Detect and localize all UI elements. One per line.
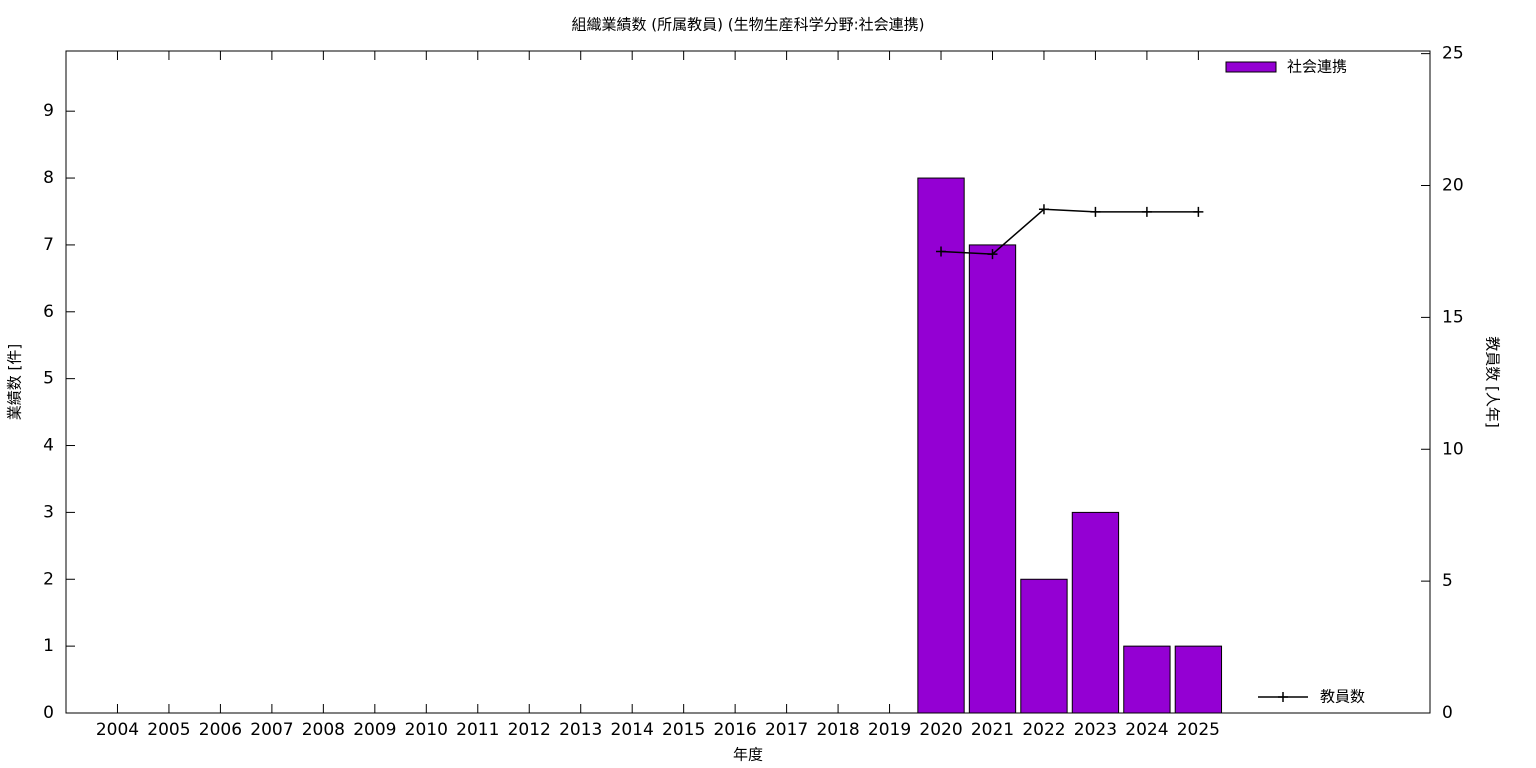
y-tick-label: 8 xyxy=(43,168,54,188)
y-tick-label: 2 xyxy=(43,569,54,589)
legend-swatch xyxy=(1225,61,1277,73)
plot-frame xyxy=(65,50,1431,714)
y-tick-label: 9 xyxy=(43,101,54,121)
x-tick-label: 2017 xyxy=(765,720,808,740)
y-tick-label: 6 xyxy=(43,302,54,322)
x-axis-label: 年度 xyxy=(733,746,763,764)
y2-tick-label: 15 xyxy=(1442,307,1464,327)
x-tick-label: 2016 xyxy=(713,720,756,740)
y-tick-label: 1 xyxy=(43,636,54,656)
x-tick-label: 2007 xyxy=(250,720,293,740)
x-tick-label: 2021 xyxy=(971,720,1014,740)
y2-tick-label: 10 xyxy=(1442,439,1464,459)
y2-tick-label: 5 xyxy=(1442,571,1453,591)
x-tick-label: 2024 xyxy=(1125,720,1168,740)
bar xyxy=(968,244,1017,714)
y2-tick-label: 20 xyxy=(1442,176,1464,196)
x-tick-label: 2018 xyxy=(816,720,859,740)
point xyxy=(1090,206,1101,217)
x-tick-label: 2011 xyxy=(456,720,499,740)
x-tick-label: 2013 xyxy=(559,720,602,740)
x-tick-label: 2010 xyxy=(405,720,448,740)
bar xyxy=(1020,578,1068,714)
point xyxy=(987,249,998,260)
y-tick-label: 5 xyxy=(43,369,54,389)
line xyxy=(940,208,1199,255)
x-tick-label: 2009 xyxy=(353,720,396,740)
y-tick-label: 7 xyxy=(43,235,54,255)
x-tick-label: 2004 xyxy=(96,720,139,740)
y-axis-label: 業績数 [件] xyxy=(6,344,24,420)
x-tick-label: 2022 xyxy=(1022,720,1065,740)
legend-label: 社会連携 xyxy=(1287,58,1347,76)
y-tick-label: 3 xyxy=(43,502,54,522)
bar xyxy=(1071,511,1120,714)
point xyxy=(1038,204,1049,215)
x-tick-label: 2008 xyxy=(302,720,345,740)
x-tick-label: 2019 xyxy=(868,720,911,740)
x-tick-label: 2023 xyxy=(1074,720,1117,740)
bar xyxy=(1123,645,1171,714)
legend-point xyxy=(1278,692,1288,702)
point xyxy=(936,246,947,257)
x-tick-label: 2005 xyxy=(147,720,190,740)
x-tick-label: 2020 xyxy=(919,720,962,740)
x-tick-label: 2012 xyxy=(508,720,551,740)
y-tick-label: 4 xyxy=(43,436,54,456)
bar xyxy=(1174,645,1223,714)
y2-axis-label: 教員数 [人年] xyxy=(1484,336,1502,427)
chart-title: 組織業績数 (所属教員) (生物生産科学分野:社会連携) xyxy=(571,16,924,34)
bar xyxy=(917,177,965,714)
x-tick-label: 2025 xyxy=(1177,720,1220,740)
point xyxy=(1193,206,1204,217)
y2-tick-label: 0 xyxy=(1442,703,1453,723)
y-tick-label: 0 xyxy=(43,703,54,723)
legend-label: 教員数 xyxy=(1320,688,1365,706)
point xyxy=(1141,206,1152,217)
x-tick-label: 2014 xyxy=(611,720,654,740)
y2-tick-label: 25 xyxy=(1442,44,1464,64)
x-tick-label: 2006 xyxy=(199,720,242,740)
x-tick-label: 2015 xyxy=(662,720,705,740)
